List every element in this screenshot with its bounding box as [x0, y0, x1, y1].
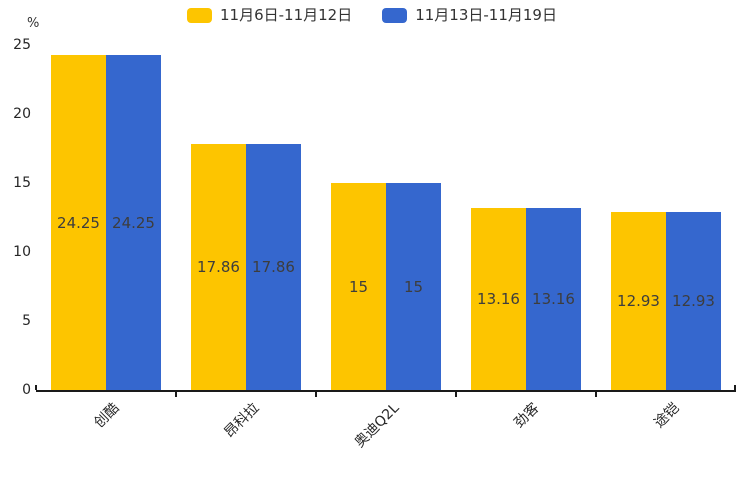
x-axis-label: 创酷	[91, 400, 123, 432]
legend-label-week2: 11月13日-11月19日	[415, 6, 557, 24]
y-axis-tick-label: 0	[22, 382, 31, 398]
y-axis-tick-label: 10	[13, 244, 31, 260]
y-axis-tick-label: 25	[13, 37, 31, 53]
bar-value-label: 12.93	[617, 291, 660, 310]
bar-week1: 12.93	[611, 211, 666, 390]
legend: 11月6日-11月12日 11月13日-11月19日	[0, 6, 744, 24]
bar-group: 13.16 13.16	[456, 45, 596, 390]
bar-week2: 15	[386, 183, 441, 390]
bar-value-label: 24.25	[112, 213, 155, 232]
bar-value-label: 17.86	[197, 257, 240, 276]
x-axis-tick	[734, 385, 736, 390]
x-axis-tick	[455, 392, 457, 397]
legend-item-week1[interactable]: 11月6日-11月12日	[187, 6, 352, 24]
y-axis-tick-label: 5	[22, 313, 31, 329]
x-axis-label: 昂科拉	[221, 400, 263, 442]
bar-group: 24.25 24.25	[36, 45, 176, 390]
bar-value-label: 24.25	[57, 213, 100, 232]
bar-value-label: 13.16	[477, 290, 520, 309]
x-axis-tick	[175, 392, 177, 397]
x-axis-tick	[595, 392, 597, 397]
bar-week1: 24.25	[51, 55, 106, 390]
x-axis-label: 途铠	[651, 400, 683, 432]
y-axis-unit-label: %	[27, 16, 40, 31]
bar-week1: 15	[331, 183, 386, 390]
legend-swatch-week2-icon	[382, 7, 408, 23]
bar-value-label: 15	[403, 277, 424, 296]
bar-week2: 12.93	[666, 211, 721, 390]
bar-value-label: 13.16	[532, 290, 575, 309]
bar-week2: 13.16	[526, 208, 581, 390]
bar-week1: 17.86	[191, 143, 246, 390]
bar-week2: 17.86	[246, 143, 301, 390]
y-axis-tick-label: 15	[13, 175, 31, 191]
legend-swatch-week1-icon	[187, 7, 212, 23]
x-axis-tick	[315, 392, 317, 397]
x-axis-tick	[35, 385, 37, 390]
bar-value-label: 12.93	[672, 291, 715, 310]
legend-label-week1: 11月6日-11月12日	[220, 6, 353, 24]
bar-group: 17.86 17.86	[176, 45, 316, 390]
bar-week2: 24.25	[106, 55, 161, 390]
bar-value-label: 17.86	[252, 257, 295, 276]
x-axis-label: 劲客	[511, 400, 543, 432]
legend-item-week2[interactable]: 11月13日-11月19日	[382, 6, 557, 24]
x-axis-label: 奥迪Q2L	[351, 400, 403, 451]
bar-group: 12.93 12.93	[596, 45, 736, 390]
bar-value-label: 15	[348, 277, 369, 296]
plot-area: 24.25 24.25 创酷 17.86 17.86 昂科拉 15 15 奥迪Q2L 13.16 1…	[35, 45, 736, 451]
bar-week1: 13.16	[471, 208, 526, 390]
y-axis-tick-label: 20	[13, 106, 31, 122]
bar-group: 15 15	[316, 45, 456, 390]
